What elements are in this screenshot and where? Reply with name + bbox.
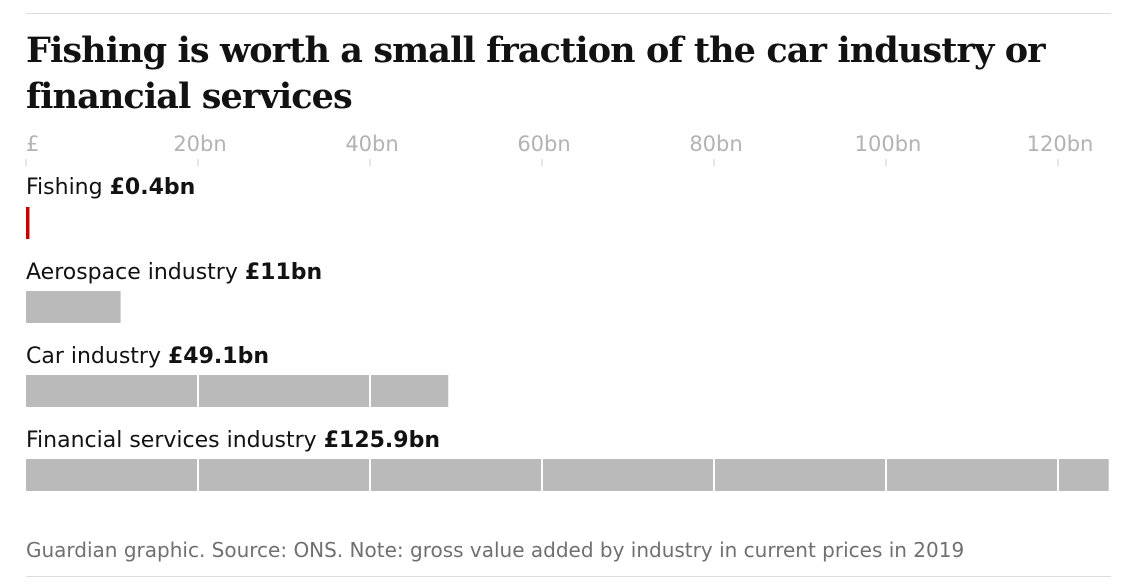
bottom-rule — [26, 576, 1111, 577]
value-label-0: £0.4bn — [110, 175, 196, 200]
chart-title: Fishing is worth a small fraction of the… — [26, 30, 1046, 117]
value-label-1: £11bn — [245, 260, 322, 285]
x-tick-label-2: 40bn — [345, 132, 398, 156]
x-tick-label-5: 100bn — [855, 132, 922, 156]
x-tick-label-3: 60bn — [517, 132, 570, 156]
bar-2 — [26, 375, 449, 407]
bar-3 — [26, 459, 1109, 491]
category-name-0: Fishing — [26, 175, 110, 200]
bar-0 — [26, 207, 30, 239]
category-name-1: Aerospace industry — [26, 260, 245, 285]
category-name-3: Financial services industry — [26, 428, 324, 453]
source-note: Guardian graphic. Source: ONS. Note: gro… — [26, 538, 965, 562]
value-label-2: £49.1bn — [168, 344, 269, 369]
top-rule — [26, 13, 1111, 14]
category-label-1: Aerospace industry £11bn — [26, 260, 322, 285]
category-label-0: Fishing £0.4bn — [26, 175, 195, 200]
category-label-3: Financial services industry £125.9bn — [26, 428, 440, 453]
x-tick-label-4: 80bn — [689, 132, 742, 156]
x-tick-label-6: 120bn — [1027, 132, 1094, 156]
value-label-3: £125.9bn — [324, 428, 440, 453]
x-tick-label-1: 20bn — [173, 132, 226, 156]
category-name-2: Car industry — [26, 344, 168, 369]
category-label-2: Car industry £49.1bn — [26, 344, 269, 369]
bar-1 — [26, 291, 121, 323]
x-tick-label-0: £ — [26, 132, 39, 156]
